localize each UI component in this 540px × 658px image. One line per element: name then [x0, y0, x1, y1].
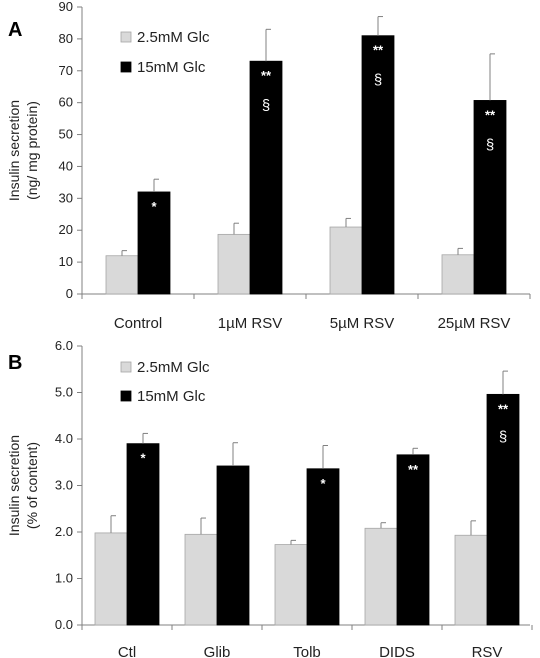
bar-low-glc: [441, 254, 475, 295]
significance-star: *: [151, 199, 157, 214]
y-tick-label: 80: [59, 31, 73, 46]
y-tick-label: 30: [59, 190, 73, 205]
legend-label: 2.5mM Glc: [137, 29, 210, 46]
bar-low-glc: [329, 226, 363, 295]
bar-high-glc: [486, 393, 520, 626]
y-tick-label: 0.0: [55, 617, 73, 632]
bar-low-glc: [454, 534, 488, 626]
category-label: Tolb: [293, 644, 321, 658]
bar-low-glc: [105, 255, 139, 295]
significance-star: **: [498, 401, 509, 416]
significance-star: **: [373, 43, 384, 58]
y-tick-label: 6.0: [55, 338, 73, 353]
bar-high-glc: [396, 454, 430, 626]
category-label: 1µM RSV: [218, 315, 283, 332]
significance-star: **: [408, 462, 419, 477]
bar-high-glc: [361, 35, 395, 295]
bar-high-glc: [249, 60, 283, 295]
category-label: 5µM RSV: [330, 315, 395, 332]
bar-high-glc: [126, 443, 160, 626]
legend-label: 15mM Glc: [137, 59, 206, 76]
significance-section-mark: §: [374, 72, 382, 89]
y-tick-label: 1.0: [55, 571, 73, 586]
bar-low-glc: [274, 544, 308, 626]
significance-star: **: [261, 68, 272, 83]
category-label: RSV: [472, 644, 503, 658]
category-label: DIDS: [379, 644, 415, 658]
y-tick-label: 5.0: [55, 385, 73, 400]
y-tick-label: 10: [59, 254, 73, 269]
legend-label: 2.5mM Glc: [137, 359, 210, 376]
y-tick-label: 20: [59, 222, 73, 237]
bar-high-glc: [216, 465, 250, 626]
y-tick-label: 40: [59, 158, 73, 173]
category-label: Control: [114, 315, 162, 332]
y-tick-label: 4.0: [55, 431, 73, 446]
y-axis-label-line1: Insulin secretion: [6, 100, 22, 201]
y-tick-label: 3.0: [55, 478, 73, 493]
significance-section-mark: §: [499, 428, 507, 445]
y-tick-label: 90: [59, 0, 73, 14]
significance-section-mark: §: [262, 97, 270, 114]
legend-swatch: [120, 390, 132, 402]
bar-high-glc: [306, 468, 340, 626]
panel-label-A: A: [8, 19, 22, 41]
category-label: 25µM RSV: [438, 315, 511, 332]
significance-section-mark: §: [486, 136, 494, 153]
y-tick-label: 2.0: [55, 524, 73, 539]
y-tick-label: 0: [66, 286, 73, 301]
legend-swatch: [120, 61, 132, 73]
significance-star: **: [485, 107, 496, 122]
legend-swatch: [120, 361, 132, 373]
category-label: Glib: [204, 644, 231, 658]
bar-low-glc: [184, 533, 218, 626]
category-label: Ctl: [118, 644, 136, 658]
panel-label-B: B: [8, 352, 22, 374]
significance-star: *: [140, 451, 146, 466]
y-tick-label: 60: [59, 95, 73, 110]
y-axis-label-line2: (% of content): [24, 442, 40, 529]
y-axis-label-line1: Insulin secretion: [6, 435, 22, 536]
legend-swatch: [120, 31, 132, 43]
y-tick-label: 70: [59, 63, 73, 78]
bar-low-glc: [94, 532, 128, 626]
legend-label: 15mM Glc: [137, 388, 206, 405]
bar-high-glc: [473, 100, 507, 295]
y-tick-label: 50: [59, 127, 73, 142]
bar-low-glc: [217, 233, 251, 295]
y-axis-label-line2: (ng/ mg protein): [24, 101, 40, 200]
significance-star: *: [320, 476, 326, 491]
bar-low-glc: [364, 527, 398, 626]
